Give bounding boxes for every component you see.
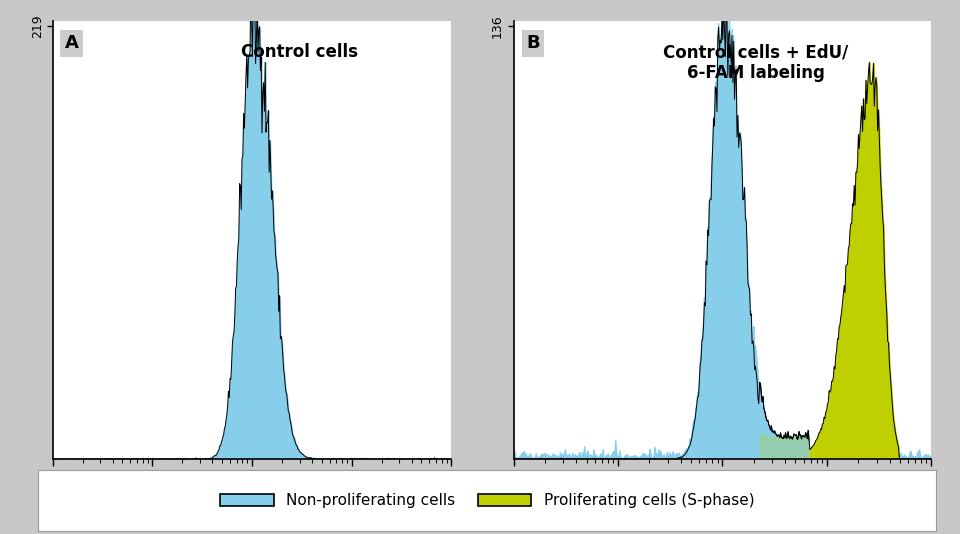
Legend: Non-proliferating cells, Proliferating cells (S-phase): Non-proliferating cells, Proliferating c…	[211, 484, 763, 517]
Text: 10000: 10000	[411, 488, 451, 501]
Text: Control cells + EdU/
6-FAM labeling: Control cells + EdU/ 6-FAM labeling	[663, 43, 849, 82]
Text: B: B	[526, 35, 540, 52]
X-axis label: FL1-Hight: FL1-Hight	[677, 475, 768, 493]
Text: Control cells: Control cells	[241, 43, 358, 61]
X-axis label: FL1-Hight: FL1-Hight	[206, 475, 298, 493]
Text: A: A	[64, 35, 79, 52]
Text: 10000: 10000	[891, 488, 931, 501]
